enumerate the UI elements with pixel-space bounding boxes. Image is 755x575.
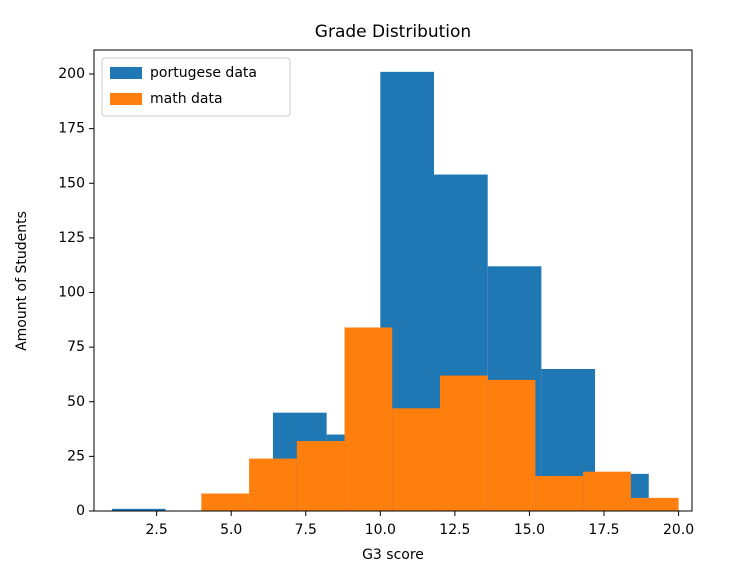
legend-box (101, 57, 291, 117)
bar (111, 508, 166, 511)
chart-title: Grade Distribution (315, 22, 471, 42)
x-tick-label: 12.5 (439, 522, 470, 538)
y-tick-label: 50 (67, 394, 85, 410)
bar (487, 379, 536, 511)
x-tick-label: 10.0 (365, 522, 396, 538)
x-tick-label: 7.5 (295, 522, 317, 538)
bar (201, 493, 250, 511)
bar (249, 458, 297, 511)
y-tick-label: 175 (58, 121, 85, 137)
bar (535, 476, 584, 511)
y-tick-label: 0 (76, 503, 85, 519)
x-tick-label: 15.0 (514, 522, 545, 538)
bar (296, 441, 345, 511)
bar (583, 471, 631, 511)
x-tick-label: 17.5 (588, 522, 619, 538)
x-axis-label: G3 score (362, 547, 424, 563)
x-tick-label: 5.0 (220, 522, 242, 538)
x-tick-label: 2.5 (146, 522, 168, 538)
bar (439, 375, 488, 511)
y-tick-label: 75 (67, 339, 85, 355)
legend-label: math data (150, 91, 223, 107)
y-tick-label: 150 (58, 175, 85, 191)
plot-frame (93, 49, 693, 512)
bar (630, 497, 679, 511)
y-tick-label: 125 (58, 230, 85, 246)
y-tick-label: 200 (58, 66, 85, 82)
bar (344, 327, 393, 511)
legend-label: portugese data (150, 65, 257, 81)
y-axis-label: Amount of Students (14, 211, 30, 351)
y-tick-label: 25 (67, 448, 85, 464)
legend-swatch (110, 93, 142, 105)
x-tick-label: 20.0 (663, 522, 694, 538)
legend-swatch (110, 67, 142, 79)
y-tick-label: 100 (58, 285, 85, 301)
bar (392, 408, 440, 511)
